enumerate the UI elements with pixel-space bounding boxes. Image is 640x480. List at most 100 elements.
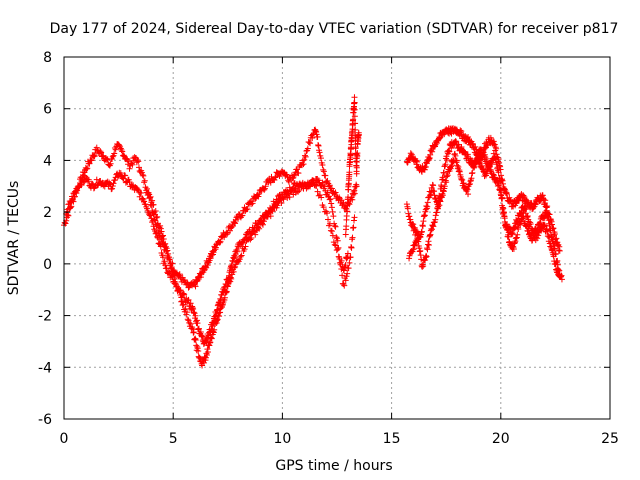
data-point: [116, 142, 123, 149]
data-point: [465, 191, 472, 198]
data-point: [329, 232, 336, 239]
data-point: [221, 294, 228, 301]
data-point: [459, 177, 466, 184]
data-point: [344, 202, 351, 209]
data-point: [109, 185, 116, 192]
data-point: [176, 289, 183, 296]
y-tick-label: 2: [43, 205, 52, 221]
data-point: [139, 171, 146, 178]
data-point: [122, 172, 129, 179]
data-point: [309, 135, 316, 142]
data-point: [153, 229, 160, 236]
data-point: [190, 329, 197, 336]
data-point: [341, 282, 348, 289]
data-point: [164, 247, 171, 254]
data-point: [348, 244, 355, 251]
data-point: [250, 227, 257, 234]
data-point: [178, 298, 185, 305]
y-tick-label: -6: [38, 412, 52, 428]
data-point: [138, 189, 145, 196]
data-point: [317, 155, 324, 162]
data-point: [194, 320, 201, 327]
data-point: [437, 193, 444, 200]
data-point: [520, 213, 527, 220]
data-point: [171, 276, 178, 283]
data-point: [501, 215, 508, 222]
data-point: [420, 263, 427, 270]
data-point: [351, 99, 358, 106]
data-point: [153, 214, 160, 221]
data-point: [93, 144, 100, 151]
data-point: [124, 156, 131, 163]
data-point: [103, 155, 110, 162]
data-point: [232, 220, 239, 227]
data-point: [326, 196, 333, 203]
data-point: [310, 177, 317, 184]
data-point: [141, 177, 148, 184]
data-point: [91, 153, 98, 160]
data-point: [314, 176, 321, 183]
data-point: [120, 175, 127, 182]
data-point: [414, 232, 421, 239]
data-point: [344, 208, 351, 215]
data-point: [158, 228, 165, 235]
data-point: [347, 151, 354, 158]
data-point: [331, 190, 338, 197]
data-point: [139, 195, 146, 202]
data-point: [93, 176, 100, 183]
data-point: [140, 172, 147, 179]
data-point: [255, 224, 262, 231]
data-point: [162, 262, 169, 269]
data-point: [160, 235, 167, 242]
data-point: [150, 201, 157, 208]
data-point: [346, 259, 353, 266]
data-point: [237, 253, 244, 260]
data-point: [342, 277, 349, 284]
data-point: [336, 195, 343, 202]
data-point: [248, 201, 255, 208]
data-point: [267, 213, 274, 220]
data-point: [103, 157, 110, 164]
data-point: [145, 189, 152, 196]
plot-frame: [63, 56, 611, 420]
data-point: [300, 161, 307, 168]
data-point: [323, 179, 330, 186]
data-point: [88, 157, 95, 164]
data-point: [425, 242, 432, 249]
data-point: [443, 156, 450, 163]
data-point: [228, 275, 235, 282]
data-point: [179, 302, 186, 309]
axis-ticks: [63, 56, 611, 420]
data-point: [160, 254, 167, 261]
data-point: [256, 225, 263, 232]
data-point: [460, 180, 467, 187]
data-point: [74, 183, 81, 190]
data-point: [342, 231, 349, 238]
data-point: [64, 206, 71, 213]
data-point: [350, 224, 357, 231]
data-point: [556, 247, 563, 254]
data-point: [410, 221, 417, 228]
data-point: [332, 189, 339, 196]
data-point: [149, 217, 156, 224]
data-point: [278, 200, 285, 207]
data-point: [186, 319, 193, 326]
data-point: [112, 146, 119, 153]
data-point: [313, 182, 320, 189]
data-point: [204, 349, 211, 356]
data-point: [234, 248, 241, 255]
y-tick-label: -4: [38, 360, 52, 376]
data-point: [230, 268, 237, 275]
data-point: [314, 133, 321, 140]
data-point: [150, 223, 157, 230]
data-point: [271, 176, 278, 183]
data-point: [156, 240, 163, 247]
data-point: [334, 246, 341, 253]
data-point: [353, 164, 360, 171]
data-point: [159, 233, 166, 240]
data-point: [184, 309, 191, 316]
data-point: [438, 183, 445, 190]
data-point: [80, 172, 87, 179]
data-point: [255, 193, 262, 200]
